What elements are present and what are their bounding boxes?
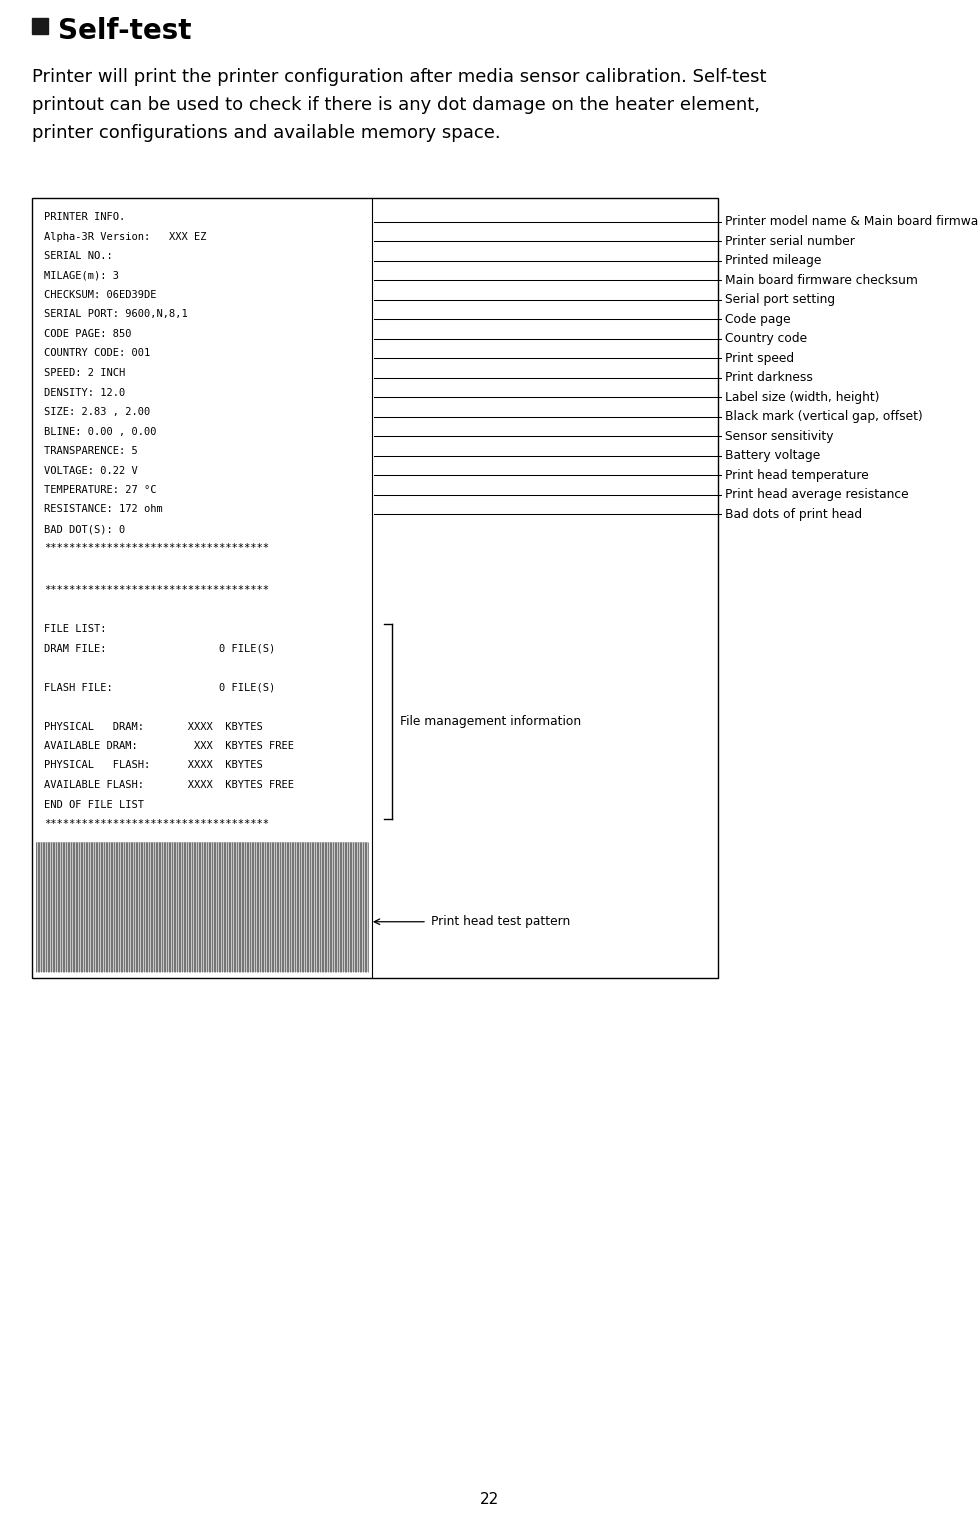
Text: BLINE: 0.00 , 0.00: BLINE: 0.00 , 0.00 xyxy=(44,427,156,436)
Text: TRANSPARENCE: 5: TRANSPARENCE: 5 xyxy=(44,445,138,456)
Text: Print head temperature: Print head temperature xyxy=(725,468,867,482)
Text: Serial port setting: Serial port setting xyxy=(725,294,834,306)
Text: FILE LIST:: FILE LIST: xyxy=(44,624,107,633)
Text: Country code: Country code xyxy=(725,332,806,345)
Text: Self-test: Self-test xyxy=(58,17,192,45)
Text: BAD DOT(S): 0: BAD DOT(S): 0 xyxy=(44,524,125,533)
Text: ************************************: ************************************ xyxy=(44,544,269,553)
Bar xyxy=(36,841,368,973)
Text: Print head average resistance: Print head average resistance xyxy=(725,488,908,501)
Text: PHYSICAL   DRAM:       XXXX  KBYTES: PHYSICAL DRAM: XXXX KBYTES xyxy=(44,721,262,732)
Text: AVAILABLE DRAM:         XXX  KBYTES FREE: AVAILABLE DRAM: XXX KBYTES FREE xyxy=(44,741,293,751)
Text: SERIAL NO.:: SERIAL NO.: xyxy=(44,251,112,261)
Text: DRAM FILE:                  0 FILE(S): DRAM FILE: 0 FILE(S) xyxy=(44,644,275,653)
Text: Alpha-3R Version:   XXX EZ: Alpha-3R Version: XXX EZ xyxy=(44,232,206,241)
Text: COUNTRY CODE: 001: COUNTRY CODE: 001 xyxy=(44,348,150,359)
Text: Black mark (vertical gap, offset): Black mark (vertical gap, offset) xyxy=(725,411,922,423)
Text: PHYSICAL   FLASH:      XXXX  KBYTES: PHYSICAL FLASH: XXXX KBYTES xyxy=(44,761,262,771)
Text: printout can be used to check if there is any dot damage on the heater element,: printout can be used to check if there i… xyxy=(32,95,759,114)
Text: FLASH FILE:                 0 FILE(S): FLASH FILE: 0 FILE(S) xyxy=(44,682,275,692)
Text: File management information: File management information xyxy=(400,715,581,729)
Text: TEMPERATURE: 27 °C: TEMPERATURE: 27 °C xyxy=(44,485,156,495)
Text: Print darkness: Print darkness xyxy=(725,371,812,385)
Text: Label size (width, height): Label size (width, height) xyxy=(725,391,878,405)
Text: Battery voltage: Battery voltage xyxy=(725,450,820,462)
Text: Printer will print the printer configuration after media sensor calibration. Sel: Printer will print the printer configura… xyxy=(32,68,766,86)
Text: Print speed: Print speed xyxy=(725,351,793,365)
Text: Printer model name & Main board firmware version: Printer model name & Main board firmware… xyxy=(725,215,978,229)
Text: ************************************: ************************************ xyxy=(44,820,269,829)
Text: Code page: Code page xyxy=(725,312,790,326)
Text: CODE PAGE: 850: CODE PAGE: 850 xyxy=(44,329,131,339)
Text: Bad dots of print head: Bad dots of print head xyxy=(725,508,862,521)
Text: PRINTER INFO.: PRINTER INFO. xyxy=(44,212,125,223)
Text: CHECKSUM: 06ED39DE: CHECKSUM: 06ED39DE xyxy=(44,289,156,300)
Text: Print head test pattern: Print head test pattern xyxy=(430,915,569,929)
Text: END OF FILE LIST: END OF FILE LIST xyxy=(44,800,144,809)
Text: 22: 22 xyxy=(479,1492,499,1507)
Text: ************************************: ************************************ xyxy=(44,585,269,595)
Text: RESISTANCE: 172 ohm: RESISTANCE: 172 ohm xyxy=(44,504,162,515)
Text: Printer serial number: Printer serial number xyxy=(725,235,854,248)
Text: MILAGE(m): 3: MILAGE(m): 3 xyxy=(44,271,119,280)
Text: VOLTAGE: 0.22 V: VOLTAGE: 0.22 V xyxy=(44,465,138,476)
Text: printer configurations and available memory space.: printer configurations and available mem… xyxy=(32,124,500,142)
Text: SERIAL PORT: 9600,N,8,1: SERIAL PORT: 9600,N,8,1 xyxy=(44,309,188,320)
Text: AVAILABLE FLASH:       XXXX  KBYTES FREE: AVAILABLE FLASH: XXXX KBYTES FREE xyxy=(44,780,293,789)
Text: Sensor sensitivity: Sensor sensitivity xyxy=(725,430,832,442)
Text: Main board firmware checksum: Main board firmware checksum xyxy=(725,274,917,286)
Text: DENSITY: 12.0: DENSITY: 12.0 xyxy=(44,388,125,397)
Text: Printed mileage: Printed mileage xyxy=(725,255,821,267)
Bar xyxy=(32,198,717,979)
Bar xyxy=(32,18,48,33)
Text: SPEED: 2 INCH: SPEED: 2 INCH xyxy=(44,368,125,379)
Text: SIZE: 2.83 , 2.00: SIZE: 2.83 , 2.00 xyxy=(44,408,150,417)
